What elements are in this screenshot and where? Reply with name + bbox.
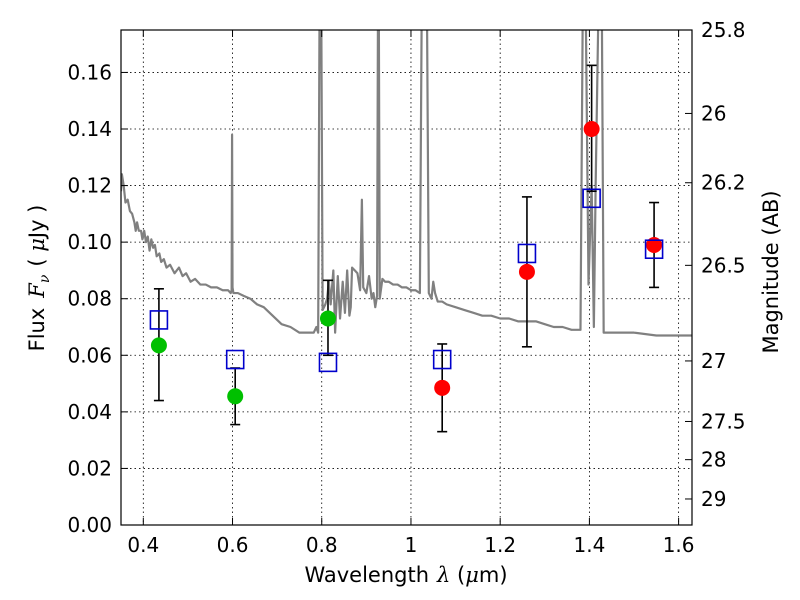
- y-tick-label: 0.08: [67, 287, 112, 311]
- grid-layer: [121, 30, 692, 526]
- y-axis-title: FluxFν( μJy ): [25, 205, 53, 352]
- model-point: [432, 349, 452, 370]
- errorbar-layer: [153, 64, 660, 433]
- y-tick-label: 0.06: [67, 343, 112, 367]
- plot-frame: [120, 29, 693, 526]
- spectrum-layer: [121, 30, 692, 337]
- model-point: [318, 352, 338, 373]
- mag-tick-label: 26.5: [701, 253, 746, 277]
- x-tick-label: 0.4: [127, 533, 159, 557]
- y-tick-label: 0.10: [67, 230, 112, 254]
- model-point: [517, 243, 537, 264]
- x-tick-label: 1.4: [573, 533, 605, 557]
- data-point: [646, 236, 663, 253]
- y-tick-label: 0.00: [67, 513, 112, 537]
- y-tick-label: 0.14: [67, 117, 112, 141]
- mag-tick-label: 28: [701, 448, 726, 472]
- data-point: [319, 310, 336, 327]
- model-point: [149, 310, 169, 330]
- mag-tick-label: 27.5: [701, 409, 746, 433]
- y-tick-label: 0.16: [67, 60, 112, 84]
- spectrum-line: [121, 30, 692, 337]
- marker-layer: [149, 121, 664, 405]
- mag-tick-label: 27: [701, 349, 726, 373]
- y-tick-label: 0.04: [67, 400, 112, 424]
- mag-tick-label: 29: [701, 487, 726, 511]
- data-point: [150, 337, 167, 354]
- model-point: [225, 349, 245, 370]
- model-point: [644, 239, 664, 260]
- mag-tick-label: 25.8: [701, 18, 746, 42]
- data-point: [583, 121, 600, 137]
- mag-tick-label: 26.2: [701, 171, 746, 195]
- x-axis-title: Wavelength λ (μm): [304, 563, 507, 587]
- x-tick-label: 1.6: [663, 533, 695, 557]
- mag-tick-label: 26: [701, 101, 726, 125]
- x-tick-label: 0.8: [306, 533, 338, 557]
- model-point: [582, 188, 601, 209]
- data-point: [434, 379, 451, 396]
- tick-layer: 0.4 0.6 0.8 1 1.2 1.4 1.6 0.00 0.02 0.04 0.06 0.08 0…: [67, 18, 745, 557]
- data-point: [227, 388, 244, 405]
- x-tick-label: 0.6: [217, 533, 249, 557]
- y-tick-label: 0.12: [67, 174, 112, 198]
- x-tick-label: 1.2: [484, 533, 516, 557]
- data-point: [518, 263, 535, 280]
- x-tick-label: 1: [405, 533, 418, 557]
- y-tick-label: 0.02: [67, 456, 112, 480]
- y2-axis-title: Magnitude (AB): [759, 190, 783, 353]
